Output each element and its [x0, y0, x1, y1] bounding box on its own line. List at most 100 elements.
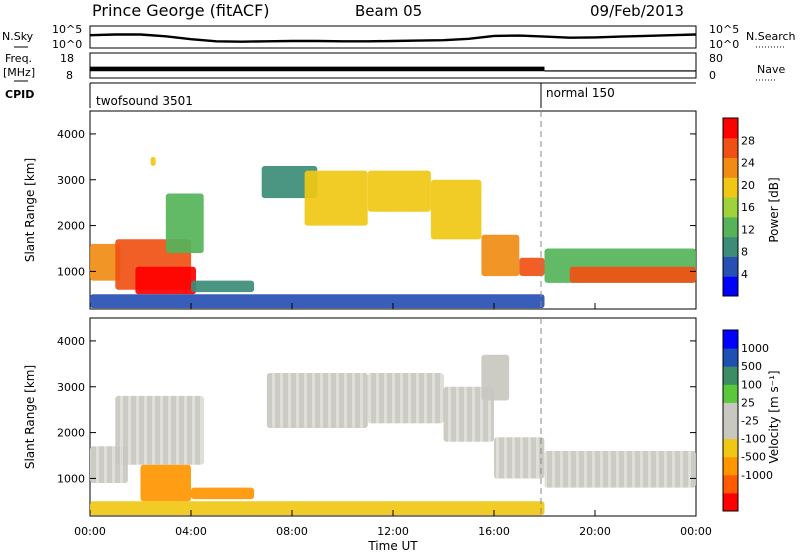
power-y-ticks: 1000 2000 3000 4000 — [57, 128, 696, 278]
echo-region-3 — [135, 266, 196, 295]
velocity-colorbar-swatch-5 — [723, 420, 738, 440]
date-label: 09/Feb/2013 — [590, 2, 684, 20]
echo-region-5 — [191, 280, 255, 293]
echo-region-5 — [266, 373, 368, 428]
echo-region-3 — [140, 464, 191, 502]
nsky-panel: N.Sky 10^5 10^0 10^5 10^0 N.Search — [2, 23, 796, 51]
cpid-segment-1: twofsound 3501 — [96, 94, 193, 108]
power-colorbar: 4 8 12 16 20 24 28 — [722, 117, 755, 297]
nave-right-tick-bottom: 0 — [709, 69, 716, 82]
velocity-colorbar-tick-7: -500 — [741, 451, 766, 464]
echo-region-11 — [519, 257, 545, 276]
power-panel: Slant Range [km] 1000 2000 3000 4000 4 8 12 16… — [23, 110, 781, 310]
velocity-ytick-label-4: 4000 — [57, 335, 85, 348]
echo-region-9 — [430, 179, 482, 240]
power-colorbar-swatch-8 — [723, 137, 738, 159]
velocity-data — [90, 354, 696, 516]
echo-region-1 — [90, 243, 121, 281]
velocity-colorbar-swatch-8 — [723, 366, 738, 385]
power-data — [90, 156, 697, 309]
velocity-colorbar-swatch-4 — [723, 438, 738, 458]
power-colorbar-tick-3: 12 — [741, 223, 755, 236]
echo-region-13 — [569, 266, 697, 283]
velocity-colorbar-swatch-7 — [723, 384, 738, 403]
freq-label-top: Freq. — [5, 52, 32, 65]
velocity-colorbar-tick-5: -25 — [741, 415, 759, 428]
velocity-colorbar-swatch-10 — [723, 330, 738, 349]
velocity-colorbar-tick-2: 500 — [741, 360, 762, 373]
velocity-colorbar-tick-6: -100 — [741, 433, 766, 446]
freq-left-tick-top: 18 — [60, 52, 74, 65]
nsearch-right-tick-top: 10^5 — [709, 23, 739, 36]
echo-region-14 — [90, 294, 545, 309]
power-ytick-label-3: 3000 — [57, 174, 85, 187]
power-ytick-label-1: 1000 — [57, 265, 85, 278]
velocity-ylabel: Slant Range [km] — [23, 365, 37, 469]
power-colorbar-tick-4: 16 — [741, 201, 755, 214]
echo-region-2 — [115, 395, 204, 465]
velocity-colorbar-tick-1: 1000 — [741, 342, 769, 355]
xtick-label-3: 08:00 — [276, 525, 308, 538]
freq-band-2 — [544, 70, 696, 72]
power-ytick-label-4: 4000 — [57, 128, 85, 141]
power-colorbar-tick-2: 8 — [741, 246, 748, 259]
nsearch-right-tick-bottom: 10^0 — [709, 38, 739, 51]
power-colorbar-swatch-2 — [723, 256, 738, 277]
echo-region-11 — [90, 501, 545, 516]
power-colorbar-tick-7: 28 — [741, 134, 755, 147]
nsky-frame — [89, 25, 697, 49]
nsearch-label: N.Search — [746, 30, 796, 43]
power-colorbar-swatch-4 — [723, 216, 738, 238]
power-colorbar-swatch-9 — [723, 118, 738, 139]
velocity-colorbar-swatch-1 — [723, 492, 738, 512]
cpid-segment-2: normal 150 — [546, 86, 615, 100]
echo-region-10 — [481, 234, 520, 277]
xtick-label-4: 12:00 — [377, 525, 409, 538]
power-colorbar-tick-1: 4 — [741, 268, 748, 281]
echo-region-7 — [443, 386, 494, 442]
echo-region-8 — [367, 170, 431, 212]
velocity-colorbar-swatch-9 — [723, 348, 738, 367]
nsky-left-tick-bottom: 10^0 — [52, 38, 82, 51]
xtick-label-6: 20:00 — [579, 525, 611, 538]
nsky-left-tick-top: 10^5 — [52, 23, 82, 36]
xtick-label-7: 00:00 — [680, 525, 712, 538]
velocity-colorbar-tick-3: 100 — [741, 378, 762, 391]
power-x-tickmarks — [89, 303, 697, 309]
echo-region-9 — [544, 450, 696, 488]
velocity-colorbar-swatch-6 — [723, 402, 738, 421]
power-colorbar-label: Power [dB] — [767, 177, 781, 242]
freq-left-tick-bottom: 8 — [66, 69, 73, 82]
echo-region-4 — [165, 193, 204, 254]
echo-region-4 — [191, 487, 255, 500]
power-colorbar-swatch-7 — [723, 157, 738, 178]
power-ytick-label-2: 2000 — [57, 220, 85, 233]
cpid-label: CPID — [5, 88, 34, 101]
power-colorbar-swatch-6 — [723, 177, 738, 198]
velocity-colorbar-swatch-3 — [723, 456, 738, 476]
freq-frame — [89, 52, 697, 79]
velocity-colorbar: 1000 500 100 25 -25 -100 -500 -1000 — [722, 329, 773, 512]
velocity-x-ticks: 00:00 04:00 08:00 12:00 16:00 20:00 00:00 — [74, 510, 712, 538]
xtick-label-5: 16:00 — [478, 525, 510, 538]
echo-region-7 — [304, 170, 368, 226]
nave-right-tick-top: 80 — [709, 52, 723, 65]
velocity-y-ticks: 1000 2000 3000 4000 — [57, 335, 696, 485]
beam-label: Beam 05 — [355, 2, 422, 20]
velocity-colorbar-tick-8: -1000 — [741, 469, 773, 482]
velocity-ytick-label-2: 2000 — [57, 427, 85, 440]
echo-region-15 — [150, 156, 156, 166]
velocity-colorbar-label: Velocity [m s⁻¹] — [767, 370, 781, 463]
cpid-panel: CPID twofsound 3501 normal 150 — [5, 82, 696, 108]
power-colorbar-tick-5: 20 — [741, 179, 755, 192]
nsky-label: N.Sky — [2, 30, 34, 43]
nsky-series — [89, 33, 697, 43]
velocity-colorbar-swatch-2 — [723, 474, 738, 494]
freq-panel: Freq. [MHz] 18 8 80 0 Nave — [3, 52, 785, 82]
freq-label-bottom: [MHz] — [3, 66, 35, 79]
nave-label: Nave — [757, 63, 785, 76]
echo-region-8 — [494, 437, 545, 479]
station-title: Prince George (fitACF) — [92, 1, 270, 20]
